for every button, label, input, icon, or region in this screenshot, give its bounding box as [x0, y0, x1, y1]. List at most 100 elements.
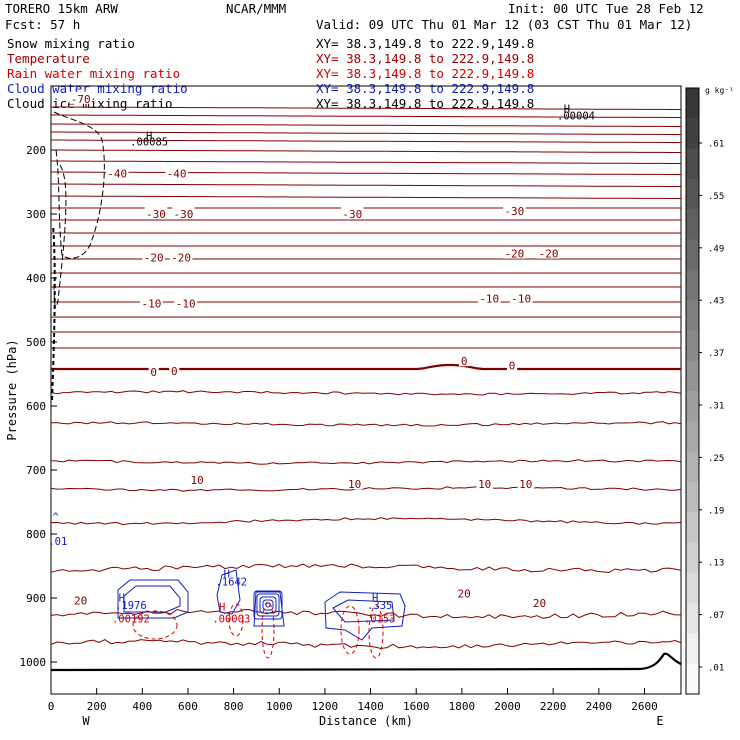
field-xy: XY= 38.3,149.8 to 222.9,149.8: [316, 96, 534, 111]
maximum-label: .1642: [216, 576, 248, 588]
isotherm-label: -10: [479, 292, 499, 305]
label-mask: [477, 291, 501, 304]
colorbar-label: .07: [708, 611, 724, 621]
isotherm-label: 0: [150, 366, 157, 379]
colorbar-segment: [686, 118, 699, 150]
rain-water-contour: [368, 605, 384, 659]
cloud-ice-contour: [51, 224, 56, 401]
label-mask: [476, 477, 493, 490]
isotherm-label: -30: [146, 208, 166, 221]
isotherm-line: [51, 149, 681, 153]
isotherm-line: [50, 608, 681, 619]
field-xy: XY= 38.3,149.8 to 222.9,149.8: [316, 51, 534, 66]
label-mask: [531, 596, 548, 609]
maximum-label: .00192: [112, 613, 150, 625]
isotherm-line: [50, 563, 682, 574]
label-mask: [72, 593, 89, 606]
colorbar-segment: [686, 148, 699, 180]
colorbar-label: .49: [708, 244, 724, 254]
label-mask: [148, 365, 159, 378]
isotherm-line: [50, 390, 682, 396]
east-end-label: E: [656, 714, 663, 728]
isotherm-label: 20: [458, 588, 471, 601]
y-tick-label: 800: [26, 528, 46, 541]
isotherm-label: 10: [478, 478, 491, 491]
rain-water-contour: [261, 601, 275, 659]
x-tick-label: 2600: [631, 700, 658, 713]
colorbar-segment: [686, 330, 699, 362]
label-mask: [169, 250, 193, 263]
maximum-label: .00004: [557, 110, 595, 122]
colorbar-segment: [686, 300, 699, 331]
colorbar-label: .37: [708, 349, 724, 359]
x-tick-label: 1600: [403, 700, 430, 713]
forecast-hour: Fcst: 57 h: [5, 17, 80, 32]
cloud-ice-contour: [53, 164, 67, 308]
isotherm-label: 20: [533, 597, 546, 610]
isotherm-line: [50, 639, 682, 650]
isotherm-line: [51, 131, 681, 135]
isotherm-line: [51, 114, 681, 118]
colorbar-segment: [686, 209, 699, 240]
isotherm-line: [51, 363, 681, 371]
label-mask: [455, 586, 473, 599]
colorbar-unit: g kg⁻¹: [705, 86, 734, 95]
x-axis-label: Distance (km): [319, 714, 413, 728]
west-end-label: W: [82, 714, 90, 728]
cloud-water-contour: [259, 596, 277, 614]
isotherm-label: 10: [519, 478, 532, 491]
cloud-water-contour: [123, 585, 181, 613]
field-xy: XY= 38.3,149.8 to 222.9,149.8: [316, 81, 534, 96]
colorbar-segment: [686, 542, 699, 574]
field-xy: XY= 38.3,149.8 to 222.9,149.8: [316, 66, 534, 81]
label-mask: [341, 207, 364, 219]
maximum-label: H: [119, 592, 125, 604]
isotherm-label: 0: [461, 355, 468, 368]
colorbar-label: .25: [708, 454, 724, 464]
init-time: Init: 00 UTC Tue 28 Feb 12: [508, 1, 704, 16]
cloud-water-contour: [262, 599, 274, 611]
label-mask: [346, 477, 363, 490]
cloud-water-contour: [332, 599, 395, 623]
maximum-label: .0153: [364, 613, 396, 625]
y-tick-label: 300: [26, 208, 46, 221]
label-mask: [69, 91, 92, 104]
y-tick-label: 200: [26, 144, 46, 157]
field-name: Cloud water mixing ratio: [7, 81, 188, 96]
field-xy: XY= 38.3,149.8 to 222.9,149.8: [316, 36, 534, 51]
center-title: NCAR/MMM: [226, 1, 286, 16]
isotherm-line: [50, 459, 682, 465]
colorbar-segment: [686, 178, 699, 210]
label-mask: [144, 207, 168, 219]
isotherm-label: -40: [167, 168, 187, 181]
isotherm-line: [50, 486, 682, 492]
surface-line: [50, 652, 682, 672]
colorbar-segment: [686, 572, 699, 604]
colorbar-segment: [686, 421, 699, 453]
isotherm-line: [51, 139, 681, 143]
rain-water-contour: [228, 603, 244, 637]
x-tick-label: 1400: [357, 700, 384, 713]
maximum-label: H: [224, 569, 230, 581]
y-tick-label: 500: [26, 336, 46, 349]
y-tick-label: 900: [26, 592, 46, 605]
label-mask: [503, 246, 526, 259]
x-tick-label: 0: [48, 700, 55, 713]
maximum-label: .00085: [130, 137, 168, 149]
x-tick-label: 2000: [494, 700, 521, 713]
colorbar-label: .19: [708, 506, 724, 516]
isotherm-line: [50, 421, 682, 427]
isotherm-label: -70: [71, 93, 91, 106]
x-tick-label: 200: [87, 700, 107, 713]
x-tick-label: 1800: [449, 700, 476, 713]
model-title: TORERO 15km ARW: [5, 1, 118, 16]
maximum-label: ^: [52, 512, 58, 524]
isotherm-line: [51, 160, 681, 164]
y-tick-label: 700: [26, 464, 46, 477]
valid-time: Valid: 09 UTC Thu 01 Mar 12 (03 CST Thu …: [316, 17, 692, 32]
isotherm-line: [51, 183, 681, 187]
label-mask: [537, 246, 560, 259]
cloud-water-contour: [265, 602, 271, 608]
